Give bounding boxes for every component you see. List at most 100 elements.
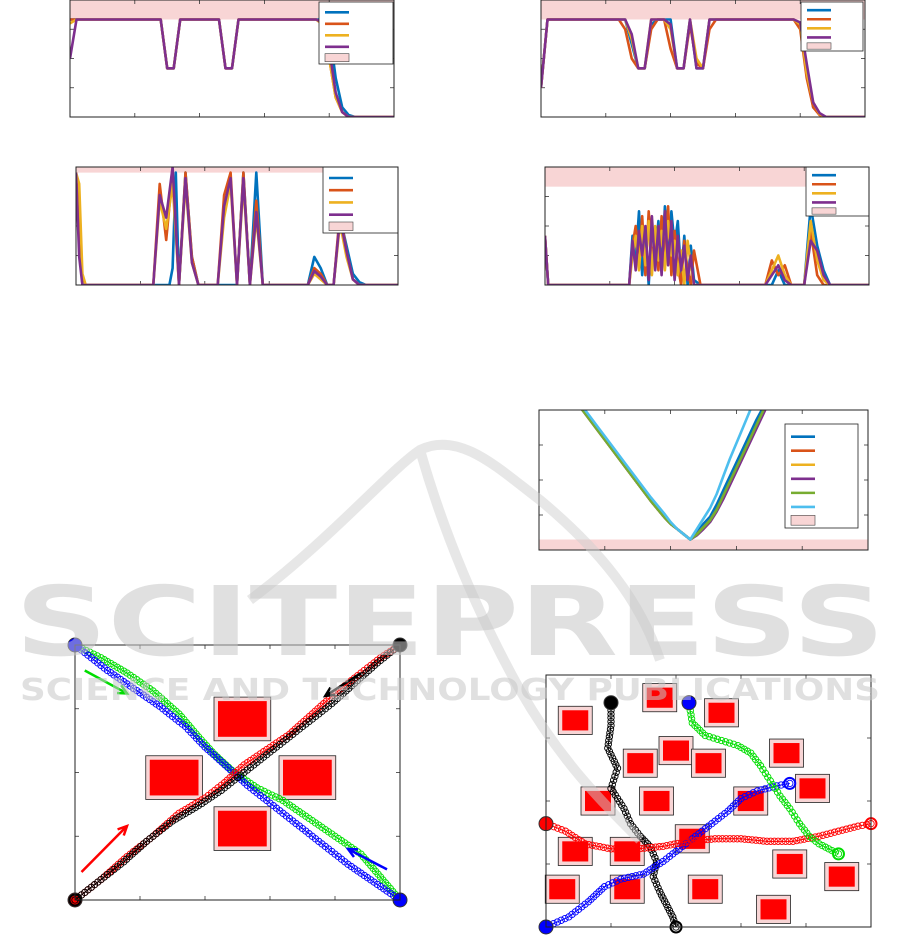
trajectory-point-red xyxy=(659,842,667,851)
axes-frame xyxy=(538,409,869,551)
panel-speed-right xyxy=(540,0,866,118)
trajectory-point-red xyxy=(229,771,237,779)
trajectory-point-red xyxy=(711,835,719,843)
obstacle xyxy=(562,841,589,862)
trajectory-point-red xyxy=(644,844,652,852)
trajectory-point-red xyxy=(834,827,843,835)
trajectory-point-green xyxy=(786,804,794,813)
trajectory-point-red xyxy=(744,835,753,844)
obstacle xyxy=(760,899,787,920)
watermark-swoosh xyxy=(246,439,665,844)
direction-arrowhead-blue xyxy=(345,847,359,858)
trajectory-point-red xyxy=(827,829,835,837)
obstacle xyxy=(643,790,670,812)
trajectory-point-green xyxy=(705,733,713,741)
agent-start-black xyxy=(603,695,619,711)
trajectory-point-red xyxy=(640,844,649,852)
trajectory-point-red xyxy=(819,831,827,839)
trajectory-point-red xyxy=(557,826,566,834)
trajectory-point-red xyxy=(850,823,858,831)
legend-box xyxy=(784,423,859,529)
trajectory-point-red xyxy=(703,835,712,844)
trajectory-point-red xyxy=(674,839,682,848)
trajectory-point-red xyxy=(633,845,641,853)
trajectory-point-red xyxy=(830,828,839,836)
series-line-purple xyxy=(545,210,869,285)
obstacle xyxy=(828,866,855,887)
trajectory-point-black xyxy=(651,854,659,862)
trajectory-point-red xyxy=(755,836,764,845)
trajectory-point-black xyxy=(610,757,618,766)
trajectory-point-black xyxy=(607,751,615,759)
trajectory-point-red xyxy=(585,840,593,849)
trajectory-point-black xyxy=(606,725,615,733)
trajectory-point-black xyxy=(621,808,630,816)
trajectory-point-red xyxy=(726,835,734,843)
trajectory-point-red xyxy=(618,845,626,853)
trajectory-point-red xyxy=(588,841,597,849)
trajectory-point-black xyxy=(613,764,622,772)
trajectory-point-green xyxy=(764,773,772,781)
trajectory-point-red xyxy=(607,845,615,853)
trajectory-point-red xyxy=(637,844,645,853)
trajectory-point-black xyxy=(607,717,615,726)
trajectory-point-red xyxy=(670,840,678,848)
panel-traj-left xyxy=(67,637,408,908)
trajectory-red xyxy=(545,823,872,850)
trajectory-point-black xyxy=(608,780,616,789)
trajectory-point-black xyxy=(623,812,631,820)
legend xyxy=(318,1,394,65)
trajectory-point-black xyxy=(604,740,612,748)
trajectory-point-black xyxy=(604,744,612,752)
trajectory-point-black xyxy=(612,761,620,769)
trajectory-point-green xyxy=(725,739,734,747)
agent-goal-green xyxy=(832,847,845,861)
obstacle xyxy=(218,810,267,847)
trajectory-point-black xyxy=(611,772,619,780)
trajectory-point-black xyxy=(607,710,615,718)
trajectory-point-green xyxy=(788,808,796,816)
trajectory-point-red xyxy=(785,837,793,845)
trajectory-point-red xyxy=(648,843,656,852)
obstacle xyxy=(646,687,673,708)
trajectory-point-red xyxy=(681,838,689,846)
trajectory-point-red xyxy=(655,843,663,851)
trajectory-point-red xyxy=(823,830,831,838)
series-line-cyan xyxy=(583,410,752,541)
watermark-subtitle: SCIENCE AND TECHNOLOGY PUBLICATIONS xyxy=(20,673,880,708)
trajectory-point-blue xyxy=(636,871,644,879)
watermark-title: SCITEPRESS xyxy=(15,566,885,678)
trajectory-point-blue xyxy=(590,893,598,901)
trajectory-point-red xyxy=(689,837,697,845)
obstacle xyxy=(708,702,735,723)
trajectory-point-red xyxy=(718,835,727,843)
trajectory-point-blue xyxy=(734,797,743,805)
trajectory-point-black xyxy=(641,837,649,845)
constraint-band xyxy=(541,0,865,20)
trajectory-point-black xyxy=(609,776,618,784)
trajectory-point-red xyxy=(700,836,708,844)
obstacle xyxy=(737,790,764,812)
direction-arrow-green xyxy=(84,669,128,695)
trajectory-point-black xyxy=(670,916,678,924)
trajectory-point-green xyxy=(834,850,843,858)
trajectory-point-red xyxy=(796,836,805,844)
trajectory-point-blue xyxy=(761,785,769,793)
trajectory-point-blue xyxy=(726,804,735,813)
obstacle xyxy=(695,753,722,774)
obstacle xyxy=(614,879,641,900)
trajectory-point-blue xyxy=(732,799,740,808)
axes-frame xyxy=(75,166,399,286)
obstacle xyxy=(549,879,576,900)
trajectory-point-red xyxy=(603,844,611,852)
trajectory-point-green xyxy=(766,777,774,785)
trajectory-point-red xyxy=(599,843,608,852)
trajectory-point-blue xyxy=(628,872,636,881)
series-line-purple xyxy=(70,18,394,117)
trajectory-point-green xyxy=(701,731,709,740)
direction-arrowhead-black xyxy=(322,686,336,698)
trajectory-point-black xyxy=(612,768,620,776)
trajectory-point-green xyxy=(688,719,696,727)
trajectory-point-green xyxy=(771,784,779,793)
constraint-band xyxy=(539,539,868,550)
